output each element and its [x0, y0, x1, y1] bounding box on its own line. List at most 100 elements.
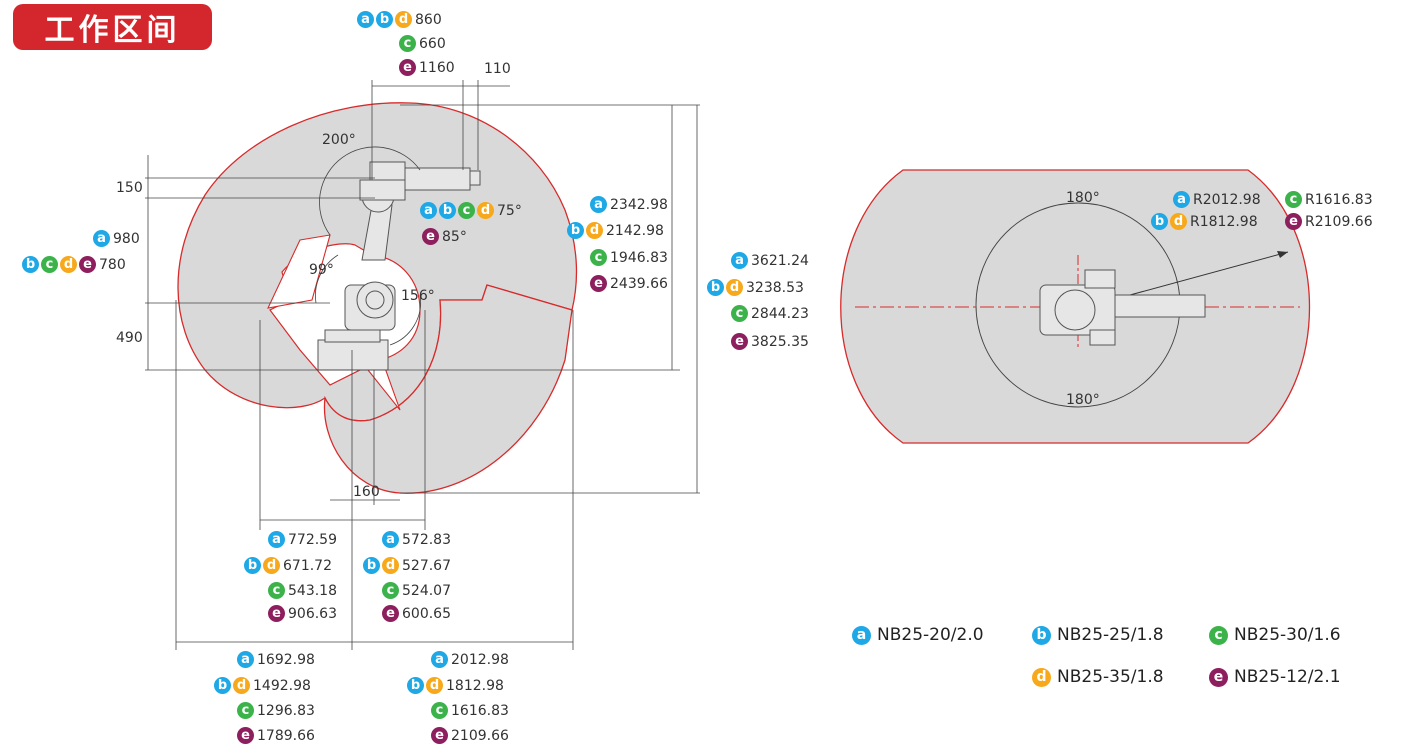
badge-a-icon: a	[93, 230, 110, 247]
badge-c-icon: c	[41, 256, 58, 273]
badge-c-icon: c	[1209, 625, 1228, 645]
dim-value: 2342.98	[610, 196, 668, 213]
dim-value: 527.67	[402, 557, 451, 574]
badge-e-icon: e	[382, 605, 399, 622]
dim-value: 1812.98	[446, 677, 504, 694]
tr-e: e 2109.66	[431, 727, 509, 744]
height-e: e 3825.35	[731, 333, 809, 350]
dim-value: 980	[113, 230, 140, 247]
tr-c: c 1616.83	[431, 702, 509, 719]
angle-value: 180°	[1066, 392, 1100, 408]
angle-value: 85°	[442, 228, 467, 245]
legend-item-c: c NB25-30/1.6	[1209, 625, 1341, 645]
top-view-angle-bottom: 180°	[1066, 392, 1100, 408]
tl-bd: b d 1492.98	[214, 677, 311, 694]
dim-value: 160	[353, 484, 380, 500]
tr-a: a 2012.98	[431, 651, 509, 668]
dim-value: 2142.98	[606, 222, 664, 239]
badge-d-icon: d	[382, 557, 399, 574]
dim-value: 3825.35	[751, 333, 809, 350]
badge-c-icon: c	[268, 582, 285, 599]
angle-200: 200°	[322, 132, 356, 148]
badge-a-icon: a	[237, 651, 254, 668]
angle-value: 180°	[1066, 190, 1100, 206]
tl-c: c 1296.83	[237, 702, 315, 719]
dim-value: 1492.98	[253, 677, 311, 694]
badge-a-icon: a	[420, 202, 437, 219]
dim-value: 671.72	[283, 557, 332, 574]
br-c: c 524.07	[382, 582, 451, 599]
robot-side-graphic	[317, 161, 481, 371]
badge-e-icon: e	[268, 605, 285, 622]
badge-c-icon: c	[382, 582, 399, 599]
dim-value: 1692.98	[257, 651, 315, 668]
top-dim-c: c 660	[399, 35, 446, 52]
angle-value: 75°	[497, 202, 522, 219]
badge-c-icon: c	[458, 202, 475, 219]
dim-value: 543.18	[288, 582, 337, 599]
left-dim-a: a 980	[93, 230, 140, 247]
legend-label: NB25-25/1.8	[1057, 625, 1164, 645]
badge-d-icon: d	[60, 256, 77, 273]
legend-label: NB25-30/1.6	[1234, 625, 1341, 645]
legend-item-a: a NB25-20/2.0	[852, 625, 984, 645]
badge-b-icon: b	[376, 11, 393, 28]
angle-e: e 85°	[422, 228, 467, 245]
badge-d-icon: d	[263, 557, 280, 574]
badge-a-icon: a	[590, 196, 607, 213]
legend-item-e: e NB25-12/2.1	[1209, 667, 1341, 687]
left-dim-490: 490	[116, 330, 143, 346]
badge-d-icon: d	[1032, 667, 1051, 687]
legend-label: NB25-12/2.1	[1234, 667, 1341, 687]
badge-c-icon: c	[590, 249, 607, 266]
badge-e-icon: e	[237, 727, 254, 744]
left-dim-150: 150	[116, 180, 143, 196]
dim-value: 1616.83	[451, 702, 509, 719]
dim-value: 524.07	[402, 582, 451, 599]
badge-b-icon: b	[363, 557, 380, 574]
dim-value: R1812.98	[1190, 213, 1258, 230]
dim-value: 2012.98	[451, 651, 509, 668]
badge-a-icon: a	[431, 651, 448, 668]
br-bd: b d 527.67	[363, 557, 451, 574]
radius-e: e R2109.66	[1285, 213, 1373, 230]
page-title: 工作区间	[13, 4, 212, 50]
badge-d-icon: d	[477, 202, 494, 219]
badge-b-icon: b	[214, 677, 231, 694]
legend-item-b: b NB25-25/1.8	[1032, 625, 1164, 645]
badge-e-icon: e	[79, 256, 96, 273]
dim-value: 572.83	[402, 531, 451, 548]
badge-b-icon: b	[439, 202, 456, 219]
badge-b-icon: b	[707, 279, 724, 296]
dim-value: 1160	[419, 59, 455, 76]
tl-e: e 1789.66	[237, 727, 315, 744]
badge-a-icon: a	[1173, 191, 1190, 208]
badge-e-icon: e	[590, 275, 607, 292]
dim-value: 2109.66	[451, 727, 509, 744]
badge-c-icon: c	[1285, 191, 1302, 208]
dim-value: 110	[484, 61, 511, 77]
radius-bd: b d R1812.98	[1151, 213, 1258, 230]
badge-b-icon: b	[1151, 213, 1168, 230]
top-dim-offset: 110	[484, 61, 511, 77]
badge-a-icon: a	[731, 252, 748, 269]
reach-e: e 2439.66	[590, 275, 668, 292]
dim-value: 1946.83	[610, 249, 668, 266]
badge-b-icon: b	[1032, 625, 1051, 645]
badge-e-icon: e	[422, 228, 439, 245]
badge-d-icon: d	[426, 677, 443, 694]
badge-b-icon: b	[22, 256, 39, 273]
dim-value: R1616.83	[1305, 191, 1373, 208]
radius-a: a R2012.98	[1173, 191, 1261, 208]
tr-bd: b d 1812.98	[407, 677, 504, 694]
badge-d-icon: d	[233, 677, 250, 694]
bl-c: c 543.18	[268, 582, 337, 599]
legend-item-d: d NB25-35/1.8	[1032, 667, 1164, 687]
angle-value: 200°	[322, 132, 356, 148]
bl-bd: b d 671.72	[244, 557, 332, 574]
badge-b-icon: b	[244, 557, 261, 574]
badge-e-icon: e	[1285, 213, 1302, 230]
